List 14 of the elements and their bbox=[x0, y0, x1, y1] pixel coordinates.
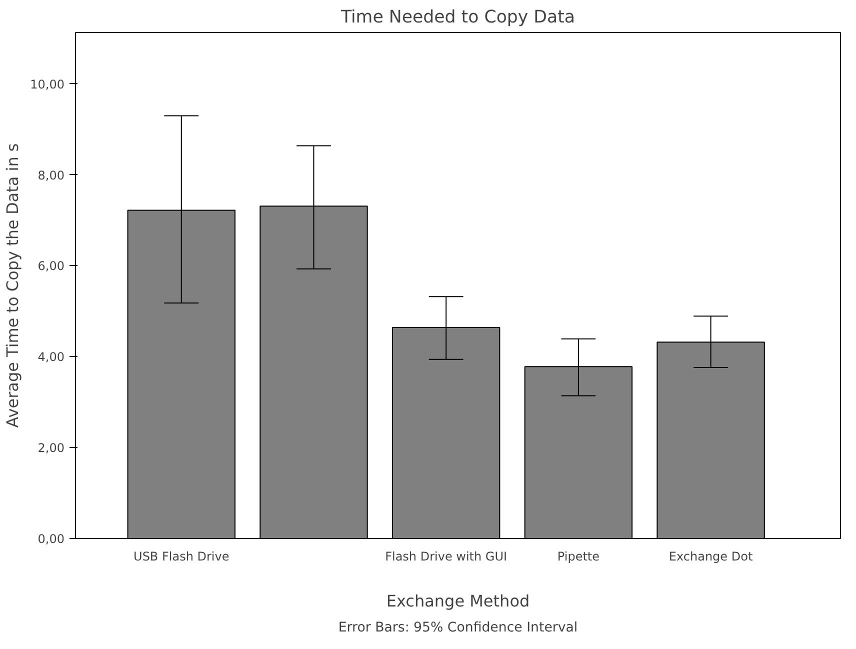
x-tick-label: Flash Drive with GUI bbox=[385, 550, 508, 564]
y-tick-label: 2,00 bbox=[38, 441, 64, 456]
y-tick-label: 0,00 bbox=[38, 532, 64, 546]
chart-title: Time Needed to Copy Data bbox=[340, 8, 576, 28]
y-axis-title: Average Time to Copy the Data in s bbox=[3, 143, 22, 428]
x-tick-label: USB Flash Drive bbox=[134, 550, 230, 564]
x-tick-label: Exchange Dot bbox=[668, 550, 753, 564]
text: Error Bars: 95% Confidence Interval bbox=[338, 620, 578, 636]
x-tick-label: Pipette bbox=[557, 550, 600, 564]
y-tick-label: 4,00 bbox=[38, 350, 64, 364]
x-axis-title: Exchange Method bbox=[386, 592, 530, 610]
y-tick-label: 10,00 bbox=[30, 77, 65, 92]
y-tick-label: 8,00 bbox=[38, 168, 64, 182]
y-tick-label: 6,00 bbox=[38, 259, 64, 274]
